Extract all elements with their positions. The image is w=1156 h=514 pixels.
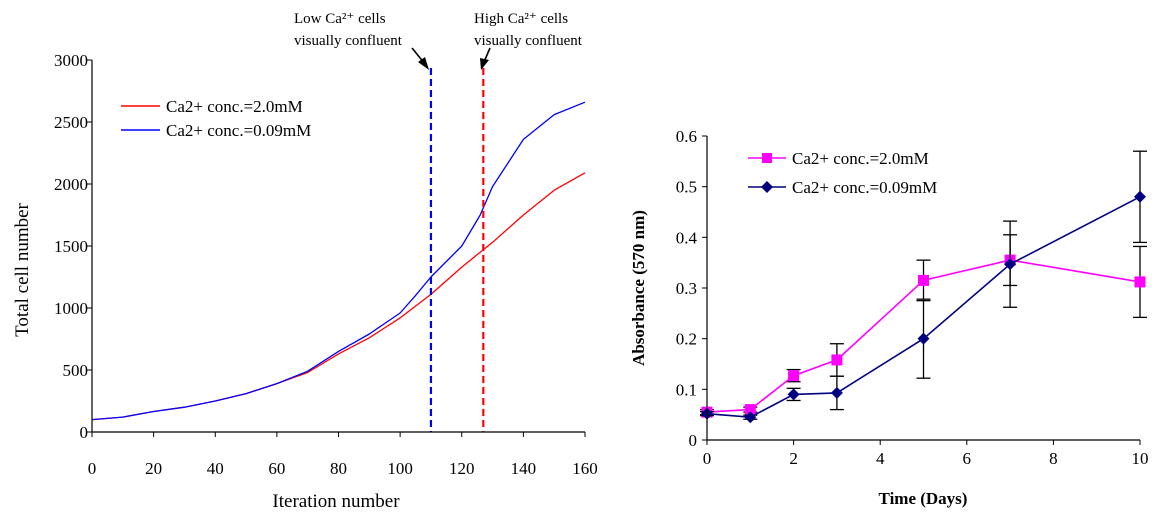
right-y-tick-label: 0.2	[676, 330, 697, 349]
left-x-tick-label: 140	[511, 459, 537, 478]
right-chart-y-ticks: 0 0.1 0.2 0.3 0.4 0.5 0.6	[676, 127, 707, 450]
right-y-tick-label: 0.4	[676, 228, 698, 247]
left-y-tick-label: 2500	[54, 113, 88, 132]
right-x-tick-label: 4	[876, 449, 885, 468]
right-data-point-high-ca	[744, 404, 756, 416]
left-chart-x-ticks: 0 20 40 60 80 100 120 140 160	[88, 432, 598, 478]
right-chart-x-axis-title: Time (Days)	[879, 489, 968, 508]
left-series-line-low-ca	[91, 101, 586, 421]
left-y-tick-label: 3000	[54, 51, 88, 70]
left-chart-annotation-low-ca: Low Ca²⁺ cells visually confluent	[294, 11, 429, 70]
right-chart-x-ticks: 0 2 4 6 8 10	[703, 440, 1149, 468]
right-data-point-high-ca	[1134, 276, 1146, 288]
left-chart-annotation-high-ca: High Ca²⁺ cells visually confluent	[474, 11, 583, 70]
left-x-tick-label: 80	[330, 459, 347, 478]
right-x-tick-label: 0	[703, 449, 712, 468]
right-y-tick-label: 0.6	[676, 127, 697, 146]
left-chart-legend: Ca2+ conc.=2.0mM Ca2+ conc.=0.09mM	[121, 97, 311, 140]
left-y-tick-label: 1000	[54, 299, 88, 318]
left-y-tick-label: 2000	[54, 175, 88, 194]
left-x-tick-label: 20	[145, 459, 162, 478]
annotation-high-ca-line2: visually confluent	[474, 33, 583, 49]
right-y-tick-label: 0.3	[676, 279, 697, 298]
left-x-tick-label: 100	[387, 459, 413, 478]
right-legend-label-high-ca: Ca2+ conc.=2.0mM	[792, 149, 929, 168]
right-chart-series	[700, 150, 1147, 424]
annotation-high-ca-line1: High Ca²⁺ cells	[474, 11, 568, 27]
right-x-tick-label: 6	[963, 449, 972, 468]
right-data-point-high-ca	[831, 354, 843, 366]
left-x-tick-label: 40	[207, 459, 224, 478]
right-legend-marker-low-ca	[761, 181, 773, 193]
left-series-line-high-ca	[91, 172, 586, 421]
annotation-low-ca-line1: Low Ca²⁺ cells	[294, 11, 386, 27]
left-y-tick-label: 1500	[54, 237, 88, 256]
left-x-tick-label: 160	[572, 459, 598, 478]
left-legend-label-low-ca: Ca2+ conc.=0.09mM	[166, 121, 311, 140]
left-chart-series-lines	[91, 101, 586, 421]
right-data-point-low-ca	[917, 332, 930, 345]
right-data-point-low-ca	[1134, 190, 1146, 203]
left-chart-y-ticks: 0 500 1000 1500 2000 2500 3000	[54, 51, 92, 442]
right-y-tick-label: 0.1	[676, 380, 697, 399]
annotation-low-ca-arrowhead	[418, 57, 429, 70]
left-y-tick-label: 0	[80, 423, 89, 442]
right-legend-label-low-ca: Ca2+ conc.=0.09mM	[792, 178, 937, 197]
right-x-tick-label: 2	[789, 449, 798, 468]
right-y-tick-label: 0.5	[676, 178, 697, 197]
right-legend-marker-high-ca	[762, 153, 772, 163]
right-data-point-low-ca	[744, 411, 757, 424]
left-x-tick-label: 120	[449, 459, 475, 478]
right-x-tick-label: 8	[1049, 449, 1058, 468]
right-data-point-low-ca	[1004, 258, 1017, 271]
annotation-low-ca-line2: visually confluent	[294, 33, 403, 49]
right-data-point-low-ca	[830, 386, 843, 399]
right-chart: 0 2 4 6 8 10 00.10.20.30.40.50.6 Time (Days) …	[629, 127, 1149, 508]
right-x-tick-label: 10	[1132, 449, 1149, 468]
left-chart: 0 20 40 60 80 100 120 140 160 0 500 1000 1500 2000 25…	[12, 11, 598, 512]
right-chart-y-axis-title: Absorbance (570 nm)	[629, 210, 648, 366]
left-legend-label-high-ca: Ca2+ conc.=2.0mM	[166, 97, 303, 116]
left-x-tick-label: 0	[88, 459, 97, 478]
right-y-tick-label: 0	[689, 431, 698, 450]
left-chart-confluence-lines	[429, 68, 485, 432]
left-chart-y-axis-title: Total cell number	[12, 202, 33, 336]
right-data-point-high-ca	[788, 370, 800, 382]
left-x-tick-label: 60	[268, 459, 285, 478]
right-chart-legend: Ca2+ conc.=2.0mM Ca2+ conc.=0.09mM	[748, 149, 937, 197]
right-data-point-low-ca	[787, 388, 800, 401]
annotation-high-ca-arrowhead	[480, 58, 489, 70]
left-y-tick-label: 500	[63, 361, 89, 380]
right-data-point-high-ca	[918, 274, 929, 286]
left-chart-x-axis-title: Iteration number	[272, 491, 400, 512]
